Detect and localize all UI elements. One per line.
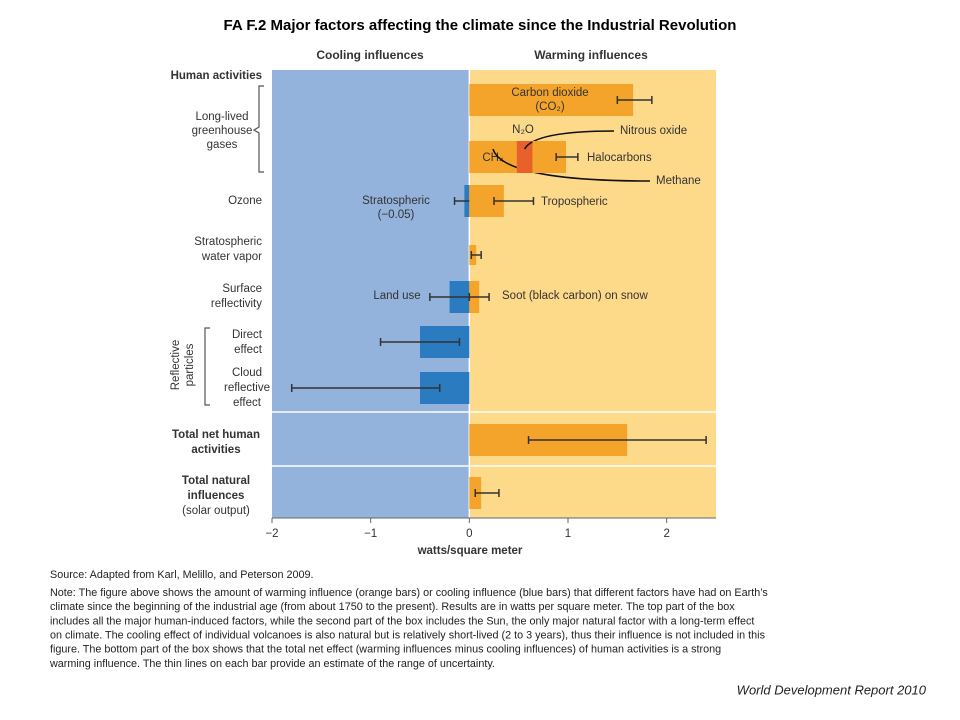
bar-label: Tropospheric xyxy=(541,196,608,208)
bar-label: CH₄ xyxy=(482,152,504,164)
error-bar xyxy=(379,338,461,346)
x-axis-label: watts/square meter xyxy=(417,545,523,557)
error-bar xyxy=(474,489,500,497)
row-label: influences xyxy=(188,490,245,502)
error-bar xyxy=(616,96,653,104)
row-label: effect xyxy=(233,397,262,409)
note-line: warming influence. The thin lines on eac… xyxy=(49,658,495,670)
row-label: (solar output) xyxy=(182,505,250,517)
callout-label: Methane xyxy=(656,175,701,187)
row-label: Stratospheric xyxy=(194,236,262,248)
row-label: Total net human xyxy=(172,429,260,441)
error-bar xyxy=(290,384,441,392)
footer: World Development Report 2010 xyxy=(737,682,927,697)
x-tick-label: −2 xyxy=(265,528,278,540)
note-line: on climate. The cooling effect of indivi… xyxy=(50,629,766,641)
row-label: Total natural xyxy=(182,475,250,487)
note-line: figure. The bottom part of the box shows… xyxy=(50,644,721,656)
cooling-area xyxy=(272,70,470,518)
value-label: (−0.05) xyxy=(378,209,415,221)
row-label: activities xyxy=(191,444,240,456)
error-bar xyxy=(555,153,579,161)
x-tick-label: 2 xyxy=(663,528,669,540)
cooling-header: Cooling influences xyxy=(316,48,424,62)
chart-title: FA F.2 Major factors affecting the clima… xyxy=(224,17,737,34)
error-bar xyxy=(527,436,707,444)
note-line: includes all the major human-induced fac… xyxy=(50,615,754,627)
bar-label: Halocarbons xyxy=(587,152,652,164)
row-label: Human activities xyxy=(171,70,262,82)
error-bar xyxy=(493,197,535,205)
row-label: Ozone xyxy=(228,195,262,207)
x-tick-label: −1 xyxy=(364,528,377,540)
bracket xyxy=(204,327,210,406)
row-label: particles xyxy=(184,343,196,386)
bar-label: Soot (black carbon) on snow xyxy=(502,290,648,302)
row-label: Surface xyxy=(222,283,262,295)
row-label: gases xyxy=(207,139,238,151)
x-tick-label: 1 xyxy=(565,528,571,540)
callout-label: Nitrous oxide xyxy=(620,125,687,137)
row-label: Direct xyxy=(232,329,263,341)
bar-label: N₂O xyxy=(512,124,534,136)
bar-label: Carbon dioxide xyxy=(511,87,588,99)
bar xyxy=(469,84,634,116)
row-label: Long-lived xyxy=(195,111,248,123)
warming-header: Warming influences xyxy=(534,48,648,62)
x-tick-label: 0 xyxy=(466,528,472,540)
row-label: water vapor xyxy=(201,251,262,263)
bar-label: Land use xyxy=(373,290,420,302)
row-label: Cloud xyxy=(232,367,262,379)
bar-label: (CO₂) xyxy=(535,101,565,113)
bracket xyxy=(252,85,264,173)
row-label: reflectivity xyxy=(211,298,262,310)
bar xyxy=(469,141,517,173)
error-bar xyxy=(470,251,482,259)
source: Source: Adapted from Karl, Melillo, and … xyxy=(50,569,313,581)
bar-label: Stratospheric xyxy=(362,195,430,207)
row-label: greenhouse xyxy=(192,125,253,137)
error-bar xyxy=(468,293,490,301)
row-label: effect xyxy=(234,344,263,356)
row-label: Reflective xyxy=(170,340,182,391)
callout-arrow xyxy=(523,130,615,150)
bar xyxy=(516,141,533,173)
note-line: Note: The figure above shows the amount … xyxy=(50,587,768,599)
note-line: climate since the beginning of the indus… xyxy=(50,601,735,613)
row-label: reflective xyxy=(224,382,270,394)
